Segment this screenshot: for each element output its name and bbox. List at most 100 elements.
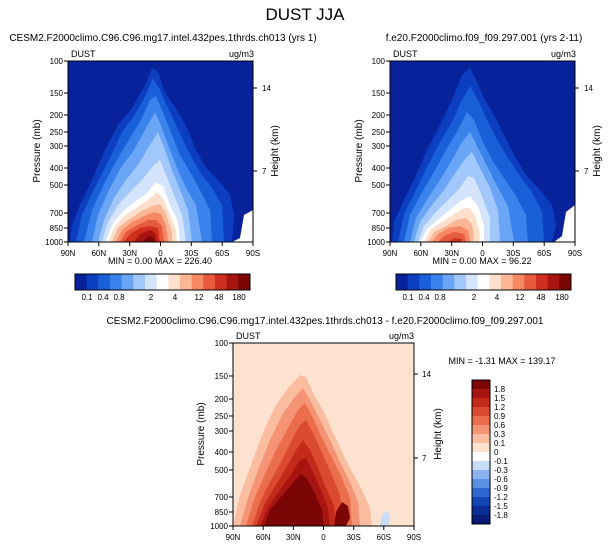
y-axis-ticks: 100 150 200 250 300 400 500 700 850 1000 [210,339,233,531]
y-tick-label: 250 [372,128,386,137]
colorbar-cell [524,274,537,290]
min-max-stats: MIN = -1.31 MAX = 139.17 [448,356,555,366]
colorbar-label: -0.1 [494,457,508,466]
figure-title: DUST JJA [265,5,345,24]
colorbar-cell [472,434,490,444]
x-tick-label: 30S [347,533,361,542]
x-tick-label: 90N [226,533,241,542]
colorbar-label: 180 [232,293,246,302]
colorbar-label: 48 [215,293,224,302]
contour-field [68,61,253,242]
y-tick-label: 700 [215,493,229,502]
height-axis-label: Height (km) [270,125,281,177]
y-tick-label: 850 [215,508,229,517]
colorbar-cell [559,274,572,290]
colorbar-label: -0.9 [494,484,508,493]
colorbar-cell [472,497,490,507]
x-tick-label: 0 [158,249,163,258]
y-tick-label: 300 [215,427,229,436]
panel-model: CESM2.F2000climo.C96.C96.mg17.intel.432p… [9,33,316,302]
colorbar-cell [180,274,193,290]
y-tick-label: 500 [215,466,229,475]
colorbar-label: -1.5 [494,502,508,511]
y-axis-ticks: 100 150 200 250 300 400 500 700 850 1000 [45,57,68,247]
colorbar-cell [191,274,204,290]
min-max-stats: MIN = 0.00 MAX = 96.22 [432,256,531,266]
colorbar-label: 2 [149,293,154,302]
x-tick-label: 0 [321,533,326,542]
colorbar-cell [454,274,467,290]
y-tick-label: 150 [215,372,229,381]
x-tick-label: 30N [444,249,459,258]
y-tick-label: 500 [50,181,64,190]
panel-difference: CESM2.F2000climo.C96.C96.mg17.intel.432p… [107,316,556,542]
y-tick-label: 850 [50,224,64,233]
colorbar-label: 1.5 [494,394,506,403]
colorbar-label: 0.6 [494,421,506,430]
height-axis: 14 7 Height (km) [414,370,444,463]
variable-label: DUST [71,49,96,59]
height-tick-label: 7 [262,167,267,176]
x-tick-label: 30N [122,249,137,258]
colorbar-cell [472,443,490,453]
y-tick-label: 100 [215,339,229,348]
x-axis-ticks: 90N 60N 30N 0 30S 60S 90S [383,242,582,258]
y-tick-label: 400 [50,164,64,173]
colorbar-label: 1.2 [494,403,506,412]
colorbar-cell [472,407,490,417]
colorbar-cell [168,274,181,290]
x-tick-label: 90N [61,249,76,258]
y-tick-label: 300 [372,142,386,151]
colorbar-cell [133,274,146,290]
x-tick-label: 30S [506,249,520,258]
height-axis: 14 7 Height (km) [253,84,281,177]
height-tick-label: 7 [584,167,589,176]
height-tick-label: 7 [422,454,427,463]
colorbar-cell [472,506,490,516]
contour-field [233,343,414,526]
colorbar-cell [203,274,216,290]
colorbar-cell [472,488,490,498]
height-axis-label: Height (km) [592,125,603,177]
height-axis-label: Height (km) [433,408,444,460]
x-tick-label: 60N [256,533,271,542]
panel-control: f.e20.F2000climo.f09_f09.297.001 (yrs 2-… [354,33,603,302]
colorbar-cell [396,274,409,290]
x-tick-label: 60S [537,249,551,258]
colorbar-label: 0.1 [402,293,414,302]
colorbar-cell [472,425,490,435]
y-tick-label: 1000 [210,522,228,531]
y-tick-label: 150 [50,89,64,98]
colorbar-label: 0.3 [494,430,506,439]
colorbar: 1.8 1.5 1.2 0.9 0.6 0.3 0.1 0 -0.1 -0.3 … [471,379,508,525]
colorbar-cell [110,274,123,290]
colorbar-cell [226,274,239,290]
colorbar-label: -1.8 [494,511,508,520]
colorbar-label: 0.1 [81,293,93,302]
colorbar-label: 0.8 [434,293,446,302]
y-tick-label: 400 [372,164,386,173]
colorbar-cell [547,274,560,290]
x-tick-label: 60N [91,249,106,258]
variable-label: DUST [236,331,261,341]
colorbar-label: 180 [555,293,569,302]
panel-title: f.e20.F2000climo.f09_f09.297.001 (yrs 2-… [386,33,583,44]
colorbar-cell [156,274,169,290]
colorbar-label: 0.8 [113,293,125,302]
height-tick-label: 14 [422,370,431,379]
colorbar-label: 0.4 [418,293,430,302]
colorbar-label: 4 [495,293,500,302]
y-tick-label: 300 [50,142,64,151]
x-tick-label: 60S [215,249,229,258]
colorbar-cell [75,274,88,290]
units-label: ug/m3 [229,49,254,59]
colorbar-label: 48 [537,293,546,302]
x-tick-label: 90N [383,249,398,258]
colorbar-cell [472,515,490,525]
y-tick-label: 700 [50,209,64,218]
height-axis: 14 7 Height (km) [575,84,603,177]
y-tick-label: 200 [215,395,229,404]
x-tick-label: 90S [568,249,582,258]
colorbar-frame [74,273,251,291]
colorbar-cell [472,398,490,408]
